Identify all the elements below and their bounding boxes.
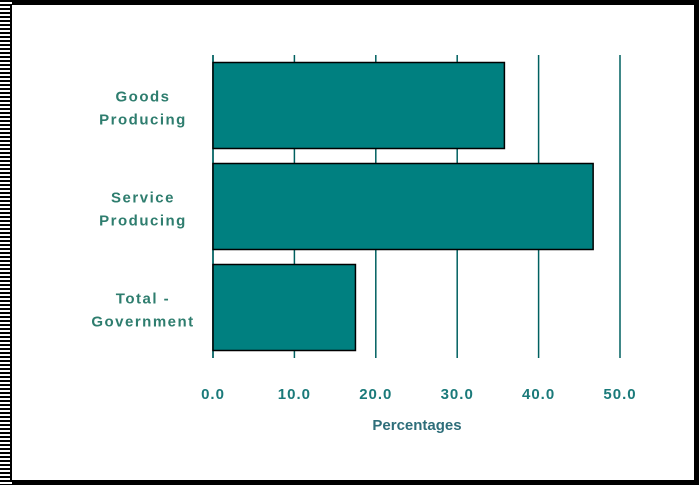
category-labels: Goods Producing Service Producing Total -Gov… [91, 89, 194, 331]
bar [212, 263, 357, 352]
x-tick-labels: 0.0 10.0 20.0 30.0 40.0 50.0 [201, 386, 636, 403]
x-axis-title: Percentages [372, 417, 461, 434]
bars [212, 61, 594, 352]
bar [212, 61, 506, 150]
x-tick-label: 40.0 [522, 386, 555, 403]
bar [212, 162, 594, 251]
x-tick-label: 10.0 [278, 386, 311, 403]
frame-inner-line [10, 5, 12, 480]
x-tick-label: 50.0 [603, 386, 636, 403]
x-tick-label: 0.0 [201, 386, 225, 403]
category-label: Total -Government [91, 291, 194, 331]
x-tick-label: 30.0 [441, 386, 474, 403]
x-tick-label: 20.0 [359, 386, 392, 403]
category-label: Goods Producing [99, 89, 187, 129]
category-label: Service Producing [99, 190, 187, 230]
frame-stripe [0, 0, 12, 485]
